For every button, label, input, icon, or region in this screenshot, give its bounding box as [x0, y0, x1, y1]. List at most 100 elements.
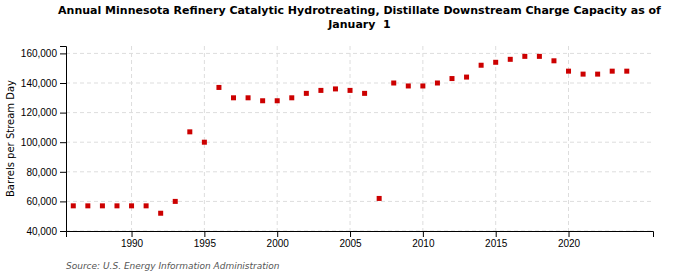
grid-line-x: [422, 46, 423, 231]
x-tick-label: 1995: [194, 238, 217, 249]
point: [508, 57, 513, 62]
x-tick: 2000: [267, 231, 290, 249]
y-tick: 120,000: [21, 107, 66, 118]
y-tick-label: 140,000: [21, 78, 58, 89]
x-tick-label: 2015: [485, 238, 508, 249]
grid: [66, 46, 653, 231]
grid-line-y: [66, 171, 653, 172]
x-tick-mark: [569, 231, 570, 237]
y-tick: 140,000: [21, 78, 66, 89]
x-tick: 2005: [339, 231, 362, 249]
point: [537, 54, 542, 59]
y-tick-mark: [60, 201, 66, 202]
point: [566, 69, 571, 74]
source: Source: U.S. Energy Information Administ…: [66, 261, 280, 271]
x-tick-label: 2000: [267, 238, 290, 249]
points: [71, 54, 629, 216]
x-tick-label: 2010: [412, 238, 435, 249]
point: [85, 203, 90, 208]
x-tick-label: 2020: [558, 238, 581, 249]
point: [406, 83, 411, 88]
y-tick: 160,000: [21, 48, 66, 59]
x-tick: 2010: [412, 231, 435, 249]
y-tick-mark: [60, 113, 66, 114]
point: [333, 86, 338, 91]
y-tick-label: 40,000: [26, 226, 57, 237]
x-tick: 1990: [121, 231, 144, 249]
point: [158, 211, 163, 216]
point: [522, 54, 527, 59]
point: [275, 98, 280, 103]
point: [464, 75, 469, 80]
y-axis: 40,000 60,000 80,000 100,000 120,000 140,000 1…: [21, 47, 67, 237]
y-tick-label: 160,000: [21, 48, 58, 59]
point: [362, 91, 367, 96]
y-tick-mark: [60, 231, 66, 232]
point: [595, 72, 600, 77]
x-tick-mark: [132, 231, 133, 237]
title: Annual Minnesota Refinery Catalytic Hydr…: [58, 4, 661, 31]
chart: 1990 1995 2000 2005 2010 2015 2020 40,000 60,000…: [0, 0, 675, 275]
y-tick-label: 80,000: [26, 167, 57, 178]
point: [624, 69, 629, 74]
point: [114, 203, 119, 208]
y-tick-mark: [60, 83, 66, 84]
x-tick-mark: [350, 231, 351, 237]
y-tick: 80,000: [26, 167, 66, 178]
grid-line-x: [204, 46, 205, 231]
plot: 1990 1995 2000 2005 2010 2015 2020 40,000 60,000…: [21, 46, 654, 249]
point: [318, 88, 323, 93]
point: [231, 95, 236, 100]
point: [202, 140, 207, 145]
y-tick: 100,000: [21, 137, 66, 148]
y-tick-mark: [60, 142, 66, 143]
y-tick-mark: [60, 172, 66, 173]
y-tick-label: 120,000: [21, 107, 58, 118]
x-tick-mark: [204, 231, 205, 237]
x-axis-line: [67, 232, 654, 238]
point: [246, 95, 251, 100]
point: [435, 81, 440, 86]
y-axis-line: [60, 47, 67, 232]
point: [100, 203, 105, 208]
point: [348, 88, 353, 93]
y-axis-title: Barrels per Stream Day: [5, 80, 16, 197]
grid-line-y: [66, 112, 653, 113]
point: [479, 63, 484, 68]
point: [581, 72, 586, 77]
grid-line-y: [66, 142, 653, 143]
point: [391, 81, 396, 86]
grid-line-y: [66, 53, 653, 54]
grid-line-x: [350, 46, 351, 231]
point: [493, 60, 498, 65]
grid-line-y: [66, 83, 653, 84]
point: [377, 196, 382, 201]
x-tick-mark: [423, 231, 424, 237]
point: [173, 199, 178, 204]
point: [260, 98, 265, 103]
point: [551, 58, 556, 63]
x-tick-mark: [277, 231, 278, 237]
point: [289, 95, 294, 100]
x-tick: 2015: [485, 231, 508, 249]
point: [71, 203, 76, 208]
point: [449, 76, 454, 81]
grid-line-x: [131, 46, 132, 231]
y-tick: 40,000: [26, 226, 66, 237]
x-tick-label: 1990: [121, 238, 144, 249]
point: [129, 203, 134, 208]
point: [304, 91, 309, 96]
x-axis: 1990 1995 2000 2005 2010 2015 2020: [67, 231, 654, 249]
x-tick: 2020: [558, 231, 581, 249]
grid-line-x: [277, 46, 278, 231]
point: [610, 69, 615, 74]
y-tick-label: 60,000: [26, 196, 57, 207]
grid-line-x: [568, 46, 569, 231]
point: [216, 85, 221, 90]
point: [144, 203, 149, 208]
x-tick-mark: [496, 231, 497, 237]
point: [420, 83, 425, 88]
x-tick: 1995: [194, 231, 217, 249]
x-tick-label: 2005: [339, 238, 362, 249]
point: [187, 129, 192, 134]
